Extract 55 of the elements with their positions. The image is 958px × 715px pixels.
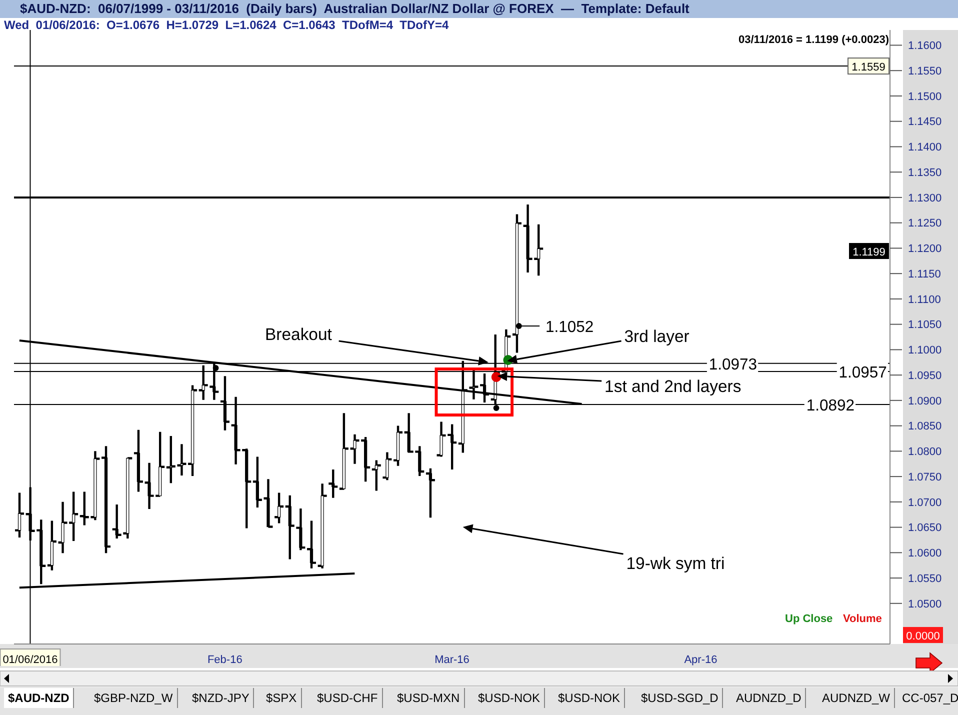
- y-tick-label: 1.1550: [908, 66, 942, 78]
- y-tick-label: 1.0950: [908, 370, 942, 382]
- ref-line-label: 1.0892: [806, 397, 855, 415]
- y-tick-label: 1.1000: [908, 344, 942, 357]
- ref-line-label: 1.0973: [708, 356, 758, 374]
- y-tick-label: 1.0750: [908, 471, 942, 484]
- y-tick-label: 1.1350: [908, 166, 942, 179]
- y-tick-label: 1.1200: [908, 243, 942, 256]
- annotation: Breakout: [264, 324, 332, 344]
- text: $AUD-NZD: [4, 688, 74, 708]
- x-tick-label: Feb-16: [207, 654, 242, 666]
- text: $GBP-NZD_W: [90, 688, 178, 708]
- annotation: Up Close: [785, 613, 833, 625]
- x-tick-label: Mar-16: [434, 654, 470, 666]
- y-tick-label: 1.0700: [908, 496, 942, 509]
- x-tick-label: Apr-16: [684, 654, 718, 666]
- chart-subtitle: Wed 01/06/2016: O=1.0676 H=1.0729 L=1.0624 C=1.0643 TDofM=4 TDofY=4: [3, 18, 450, 32]
- text: $USD-MXN: [393, 688, 465, 708]
- annotation: Volume: [843, 613, 882, 625]
- y-tick-label: 1.1250: [908, 218, 942, 230]
- x-tick-label: 01/06/2016: [2, 654, 58, 666]
- y-tick-label: 1.1150: [908, 268, 941, 280]
- ref-line-label: 1.1559: [852, 62, 886, 74]
- annotation: 03/11/2016 = 1.1199 (+0.0023): [738, 34, 890, 46]
- annotation: 1st and 2nd layers: [604, 376, 742, 396]
- y-tick-label: 1.0850: [908, 420, 942, 433]
- y-tick-label: 1.1600: [908, 40, 942, 52]
- y-tick-label: 1.1450: [908, 116, 942, 128]
- y-tick-label: 1.1100: [908, 294, 941, 306]
- y-tick-label: 1.1400: [908, 142, 942, 154]
- y-tick-label: 1.0650: [908, 522, 942, 534]
- text: AUDNZD_D: [732, 688, 806, 708]
- text: 0.0000: [906, 630, 940, 642]
- text: CC-057_D: [898, 688, 958, 708]
- y-tick-label: 1.0600: [908, 548, 942, 560]
- y-tick-label: 1.0800: [908, 446, 942, 458]
- chart-title: $AUD-NZD: 06/07/1999 - 03/11/2016 (Daily bars) Australian Dollar/NZ Dollar @ FOREX — Template: Default: [0, 0, 958, 18]
- text: $USD-CHF: [313, 688, 383, 708]
- y-tick-label: 1.1050: [908, 319, 942, 332]
- y-tick-label: 1.1300: [908, 192, 942, 204]
- annotation: 1.1052: [546, 318, 594, 336]
- annotation: 19-wk sym tri: [626, 554, 725, 574]
- text: $USD-NOK: [554, 688, 626, 708]
- y-tick-label: 1.0550: [908, 572, 942, 585]
- text: $SPX: [262, 688, 302, 708]
- y-tick-label: 1.0900: [908, 395, 942, 408]
- annotation: 1.1199: [852, 246, 886, 258]
- y-tick-label: 1.1500: [908, 90, 942, 103]
- text: $NZD-JPY: [188, 688, 254, 708]
- text: $USD-NOK: [474, 688, 546, 708]
- annotation: 3rd layer: [624, 326, 690, 346]
- text: $USD-SGD_D: [637, 688, 724, 708]
- y-tick-label: 1.0500: [908, 598, 942, 610]
- ref-line-label: 1.0957: [838, 364, 888, 382]
- text: AUDNZD_W: [818, 688, 895, 708]
